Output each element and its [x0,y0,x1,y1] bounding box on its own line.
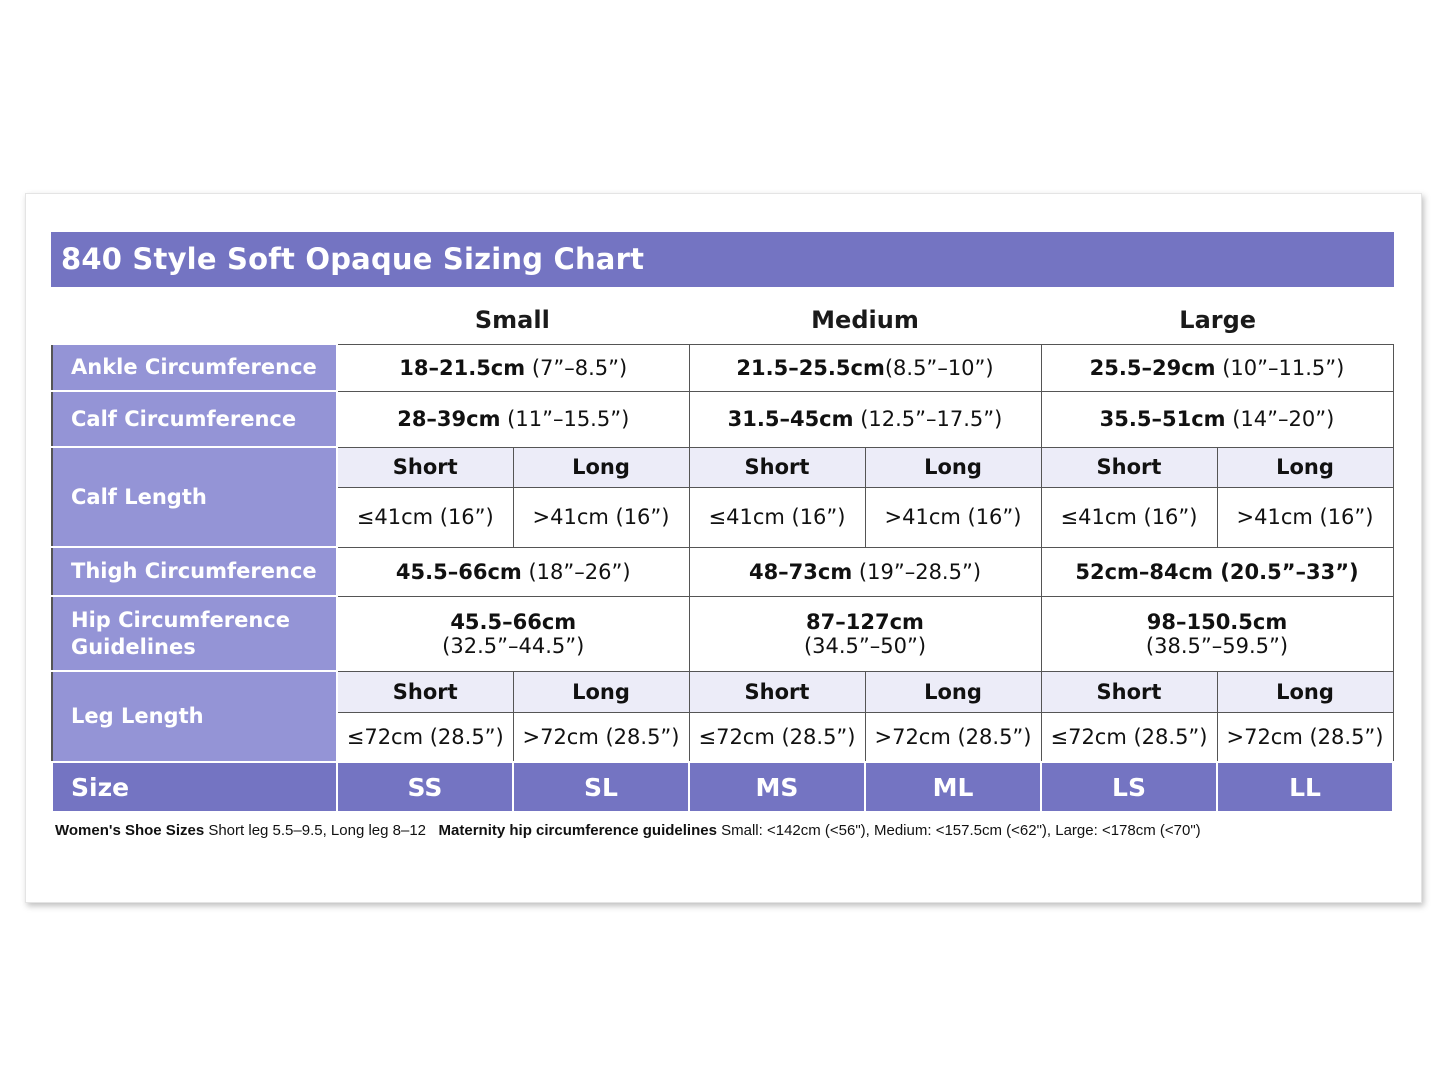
sub-header: Long [1216,446,1394,488]
sub-header: Short [688,446,866,488]
group-small: Small [474,306,550,334]
row-hip: Hip Circumference Guidelines 45.5–66cm (3… [51,595,1394,672]
row-ankle: Ankle Circumference 18–21.5cm (7”–8.5”) … [51,343,1394,392]
row-calf: Calf Circumference 28–39cm (11”–15.5”) 3… [51,390,1394,448]
shoe-sizes-text: Short leg 5.5–9.5, Long leg 8–12 [204,822,427,839]
size-code: ML [864,761,1042,813]
cell: ≤72cm (28.5”) [1040,711,1218,763]
chart-title: 840 Style Soft Opaque Sizing Chart [51,232,1394,287]
row-calf-length-sub: Calf Length Short Long Short Long Short … [51,446,1394,548]
row-label: Size [51,761,338,813]
cell: 31.5–45cm (12.5”–17.5”) [688,390,1042,448]
row-thigh: Thigh Circumference 45.5–66cm (18”–26”) … [51,546,1394,597]
cell: >72cm (28.5”) [864,711,1042,763]
sub-header: Short [1040,670,1218,713]
cell: 45.5–66cm (32.5”–44.5”) [336,595,690,672]
footer-note: Women's Shoe Sizes Short leg 5.5–9.5, Lo… [55,822,1201,839]
row-label: Hip Circumference Guidelines [51,595,338,672]
cell: 52cm–84cm (20.5”–33”) [1040,546,1394,597]
cell: ≤41cm (16”) [336,486,514,548]
size-code: SS [336,761,514,813]
group-large: Large [1179,306,1257,334]
sub-header: Short [336,670,514,713]
size-code: MS [688,761,866,813]
cell: 35.5–51cm (14”–20”) [1040,390,1394,448]
cell: 98–150.5cm (38.5”–59.5”) [1040,595,1394,672]
size-code: LS [1040,761,1218,813]
cell: ≤72cm (28.5”) [336,711,514,763]
row-leg-length: ≤72cm (28.5”) >72cm (28.5”) ≤72cm (28.5”… [52,711,1394,763]
cell: 28–39cm (11”–15.5”) [336,390,690,448]
cell: 21.5–25.5cm(8.5”–10”) [688,343,1042,392]
size-code: LL [1216,761,1394,813]
size-code: SL [512,761,690,813]
cell: 87–127cm (34.5”–50”) [688,595,1042,672]
cell: >41cm (16”) [1216,486,1394,548]
cell: ≤41cm (16”) [688,486,866,548]
row-label: Leg Length [51,670,338,763]
cell: >41cm (16”) [512,486,690,548]
row-leg-length-sub: Leg Length Short Long Short Long Short L… [51,670,1394,763]
group-medium: Medium [811,306,919,334]
sub-header: Long [864,670,1042,713]
cell: ≤41cm (16”) [1040,486,1218,548]
sub-header: Long [512,670,690,713]
size-group-headers: Small Medium Large [336,300,1394,343]
row-label: Calf Length [51,446,338,548]
row-label: Calf Circumference [51,390,338,448]
row-label: Ankle Circumference [51,343,338,392]
sub-header: Long [512,446,690,488]
shoe-sizes-label: Women's Shoe Sizes [55,822,205,839]
sub-header: Short [1040,446,1218,488]
sub-header: Long [1216,670,1394,713]
cell: 25.5–29cm (10”–11.5”) [1040,343,1394,392]
cell: 48–73cm (19”–28.5”) [688,546,1042,597]
cell: 18–21.5cm (7”–8.5”) [336,343,690,392]
cell: >72cm (28.5”) [1216,711,1394,763]
cell: 45.5–66cm (18”–26”) [336,546,690,597]
sub-header: Long [864,446,1042,488]
sub-header: Short [336,446,514,488]
row-size: Size SS SL MS ML LS LL [51,761,1394,813]
cell: >72cm (28.5”) [512,711,690,763]
row-label: Thigh Circumference [51,546,338,597]
maternity-label: Maternity hip circumference guidelines [438,822,717,839]
sub-header: Short [688,670,866,713]
cell: >41cm (16”) [864,486,1042,548]
maternity-text: Small: <142cm (<56"), Medium: <157.5cm (… [716,822,1201,839]
cell: ≤72cm (28.5”) [688,711,866,763]
sizing-table: Ankle Circumference 18–21.5cm (7”–8.5”) … [51,343,1394,813]
